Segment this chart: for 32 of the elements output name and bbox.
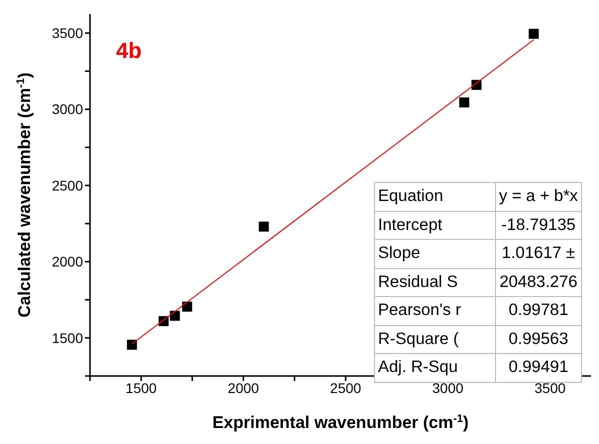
annotation: 0.99491 [508,358,568,376]
y-tick-label: 3500 [52,25,84,42]
y-tick-label: 2500 [52,177,84,194]
x-tick-label: 3500 [534,380,566,396]
annotation: R-Square ( [374,325,496,354]
annotation: Adj. R-Squ [378,358,458,376]
annotation: y = a + b*x [496,182,582,211]
point [258,222,269,232]
point [170,310,180,321]
x-axis-title: Exprimental wavenumber (cm$^{-1}$) [212,413,469,432]
y-tick-label: 1500 [52,330,84,346]
y-tick-label: 2000 [52,254,84,270]
annotation: Slope [374,240,496,268]
annotation: 20483.276 [496,268,582,296]
y-tick-label: 3000 [52,101,84,118]
annotation: 1.01617 ± [496,240,582,268]
annotation: Residual S [374,268,496,296]
point [182,302,192,312]
annotation: -18.79135 [496,211,582,240]
point [528,28,539,39]
x-tick-label: 1500 [126,380,157,396]
x-tick-label: 2500 [330,380,362,396]
point [126,340,137,350]
annotation: Intercept [374,211,496,240]
annotation: 4b [116,38,142,64]
annotation: 0.99781 [496,296,582,325]
annotation: Pearson's r [374,296,496,325]
x-tick-label: 2000 [228,380,260,396]
annotation: 0.99563 [496,325,582,354]
annotation: Equation [374,182,496,211]
x-tick-label: 3000 [432,380,464,396]
point [459,97,470,108]
